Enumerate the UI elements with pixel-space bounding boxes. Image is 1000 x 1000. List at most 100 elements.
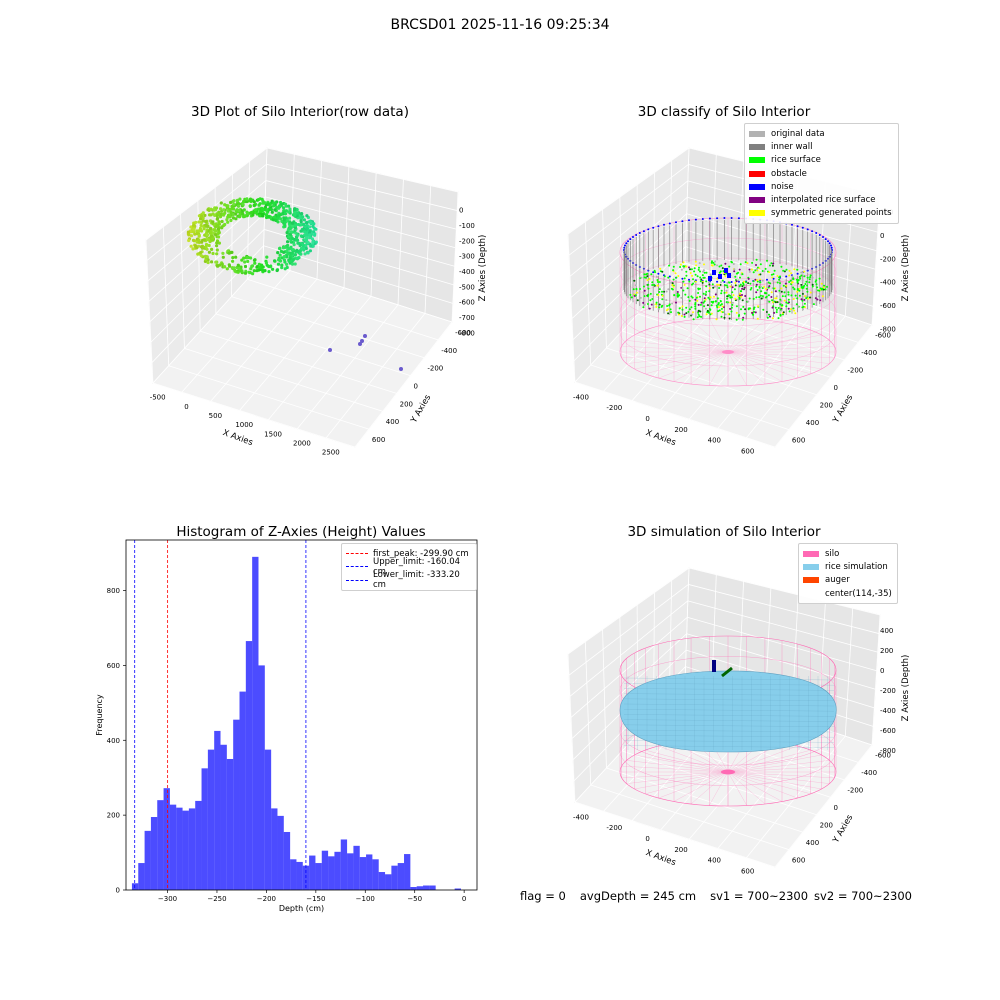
cls-surface-point xyxy=(788,269,791,272)
histogram-bar xyxy=(277,815,284,890)
cls-surface-point xyxy=(694,280,697,283)
cls-surface-point xyxy=(720,307,723,310)
cls-surface-point xyxy=(796,305,799,308)
sim-grid-line xyxy=(568,584,689,676)
cls-surface-point xyxy=(635,288,638,291)
raw-data-point xyxy=(275,268,279,273)
raw-data-point xyxy=(211,251,215,256)
cls-surface-point xyxy=(700,315,703,318)
cls-scene xyxy=(619,217,837,387)
raw-grid-line xyxy=(152,261,264,384)
raw-data-point xyxy=(210,247,214,251)
cls-surface-point xyxy=(676,292,679,295)
cls-noise-point xyxy=(785,275,788,278)
cls-surface-point xyxy=(646,275,649,278)
cls-surface-point xyxy=(705,271,708,274)
cls-surface-point xyxy=(720,264,723,267)
cls-surface-point xyxy=(794,294,797,297)
legend-label: first_peak: -299.90 cm xyxy=(373,548,469,559)
raw-data-point xyxy=(299,220,303,224)
cls-silo-floor-spoke xyxy=(673,351,729,382)
cls-noise-point xyxy=(716,280,719,283)
sim-silo-floor-spoke xyxy=(727,760,830,773)
cls-surface-point xyxy=(741,273,744,276)
cls-surface-point xyxy=(803,302,806,305)
cls-surface-point xyxy=(729,296,732,299)
cls-surface-point xyxy=(726,302,729,305)
cls-silo-floor-spoke xyxy=(690,351,729,385)
cls-grid-line xyxy=(568,164,689,256)
raw-data-point xyxy=(272,215,276,219)
raw-data-point xyxy=(288,216,292,220)
raw-data-point xyxy=(255,269,259,273)
sim-z-tick-label: -800 xyxy=(880,747,896,755)
cls-noise-point xyxy=(625,242,628,245)
cls-silo-floor-spoke xyxy=(673,322,729,353)
cls-z-tick-label: -800 xyxy=(880,325,896,333)
cls-surface-point xyxy=(703,271,706,274)
cls-surface-point xyxy=(741,318,744,321)
histogram-bar xyxy=(144,830,151,890)
raw-data-point xyxy=(202,238,206,242)
cls-surface-point xyxy=(693,270,696,273)
cls-surface-point xyxy=(671,282,674,285)
cls-surface-point xyxy=(748,297,751,300)
cls-surface-point xyxy=(819,299,822,302)
cls-surface-point xyxy=(716,277,719,280)
sim-grid-line xyxy=(687,600,878,653)
raw-data-point xyxy=(285,231,289,235)
raw-data-point xyxy=(309,221,313,225)
cls-surface-point xyxy=(805,280,808,283)
cls-surface-point xyxy=(698,266,700,269)
cls-surface-point xyxy=(717,306,720,309)
raw-data-point xyxy=(209,207,213,211)
raw-data-point xyxy=(272,201,276,205)
raw-x-tick-label: 0 xyxy=(184,403,188,411)
raw-grid-line xyxy=(264,212,455,267)
raw-data-point xyxy=(269,207,273,212)
raw-data-point xyxy=(312,230,316,234)
legend-swatch xyxy=(803,577,819,584)
raw-data-point xyxy=(311,224,315,228)
raw-data-point xyxy=(228,207,232,211)
raw-data-point xyxy=(282,206,286,210)
cls-noise-point xyxy=(806,228,809,231)
cls-surface-point xyxy=(661,290,663,293)
cls-noise-point xyxy=(716,217,719,220)
cls-noise-point xyxy=(632,236,634,238)
cls-surface-point xyxy=(761,295,764,298)
cls-surface-point xyxy=(667,312,670,315)
cls-surface-point xyxy=(809,296,811,299)
cls-surface-point xyxy=(636,299,639,302)
cls-surface-point xyxy=(713,285,716,288)
raw-data-point xyxy=(205,255,209,259)
sim-x-tick-label: 200 xyxy=(674,846,687,854)
cls-surface-point xyxy=(643,276,646,279)
histogram-bar xyxy=(404,854,411,890)
cls-silo-floor-spoke xyxy=(658,351,729,379)
raw-data-point xyxy=(304,246,308,251)
sim-silo-floor-spoke xyxy=(727,765,835,773)
cls-surface-point xyxy=(708,298,711,301)
cls-noise-point xyxy=(796,272,799,275)
cls-silo-floor-spoke xyxy=(727,351,830,364)
cls-surface-point xyxy=(788,274,791,277)
cls-surface-point xyxy=(643,285,645,288)
raw-data-point xyxy=(293,253,298,257)
cls-surface-point xyxy=(735,280,738,283)
cls-surface-point xyxy=(809,274,812,277)
cls-surface-point xyxy=(647,287,650,290)
cls-surface-point xyxy=(685,274,688,277)
histogram-bar xyxy=(169,804,177,890)
cls-surface-point xyxy=(775,308,778,311)
legend-entry: inner wall xyxy=(749,140,894,153)
raw-data-point xyxy=(187,238,191,243)
cls-surface-point xyxy=(690,268,693,271)
raw-grid-line xyxy=(451,191,459,323)
cls-surface-point xyxy=(785,290,788,293)
cls-surface-point xyxy=(694,298,697,301)
cls-noise-point xyxy=(657,272,660,275)
cls-surface-point xyxy=(746,262,749,265)
cls-surface-point xyxy=(785,301,788,304)
raw-plot-title: 3D Plot of Silo Interior(row data) xyxy=(191,104,409,120)
